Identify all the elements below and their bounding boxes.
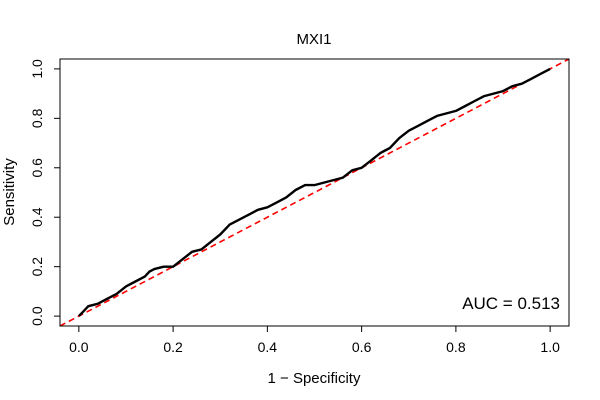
x-tick-label: 0.4 (258, 339, 278, 355)
y-axis-label: Sensitivity (1, 158, 18, 226)
y-tick-label: 1.0 (29, 59, 45, 79)
roc-curve (78, 67, 551, 317)
x-axis-label: 1 − Specificity (268, 370, 361, 387)
y-tick-label: 0.0 (29, 306, 45, 326)
y-tick-label: 0.8 (29, 108, 45, 128)
chart-title: MXI1 (296, 31, 331, 48)
x-tick-label: 0.6 (352, 339, 372, 355)
x-tick-label: 0.8 (446, 339, 466, 355)
x-axis: 0.0 0.2 0.4 0.6 0.8 1.0 (69, 325, 560, 355)
plot-frame (59, 58, 570, 327)
x-tick-label: 1.0 (540, 339, 560, 355)
x-tick-label: 0.0 (69, 339, 89, 355)
y-tick-label: 0.4 (29, 207, 45, 227)
plot-area (59, 58, 570, 327)
auc-annotation: AUC = 0.513 (462, 294, 560, 313)
y-tick-label: 0.2 (29, 257, 45, 277)
y-axis: 0.0 0.2 0.4 0.6 0.8 1.0 (29, 59, 61, 326)
reference-line (59, 58, 570, 327)
x-tick-label: 0.2 (163, 339, 183, 355)
y-tick-label: 0.6 (29, 158, 45, 178)
